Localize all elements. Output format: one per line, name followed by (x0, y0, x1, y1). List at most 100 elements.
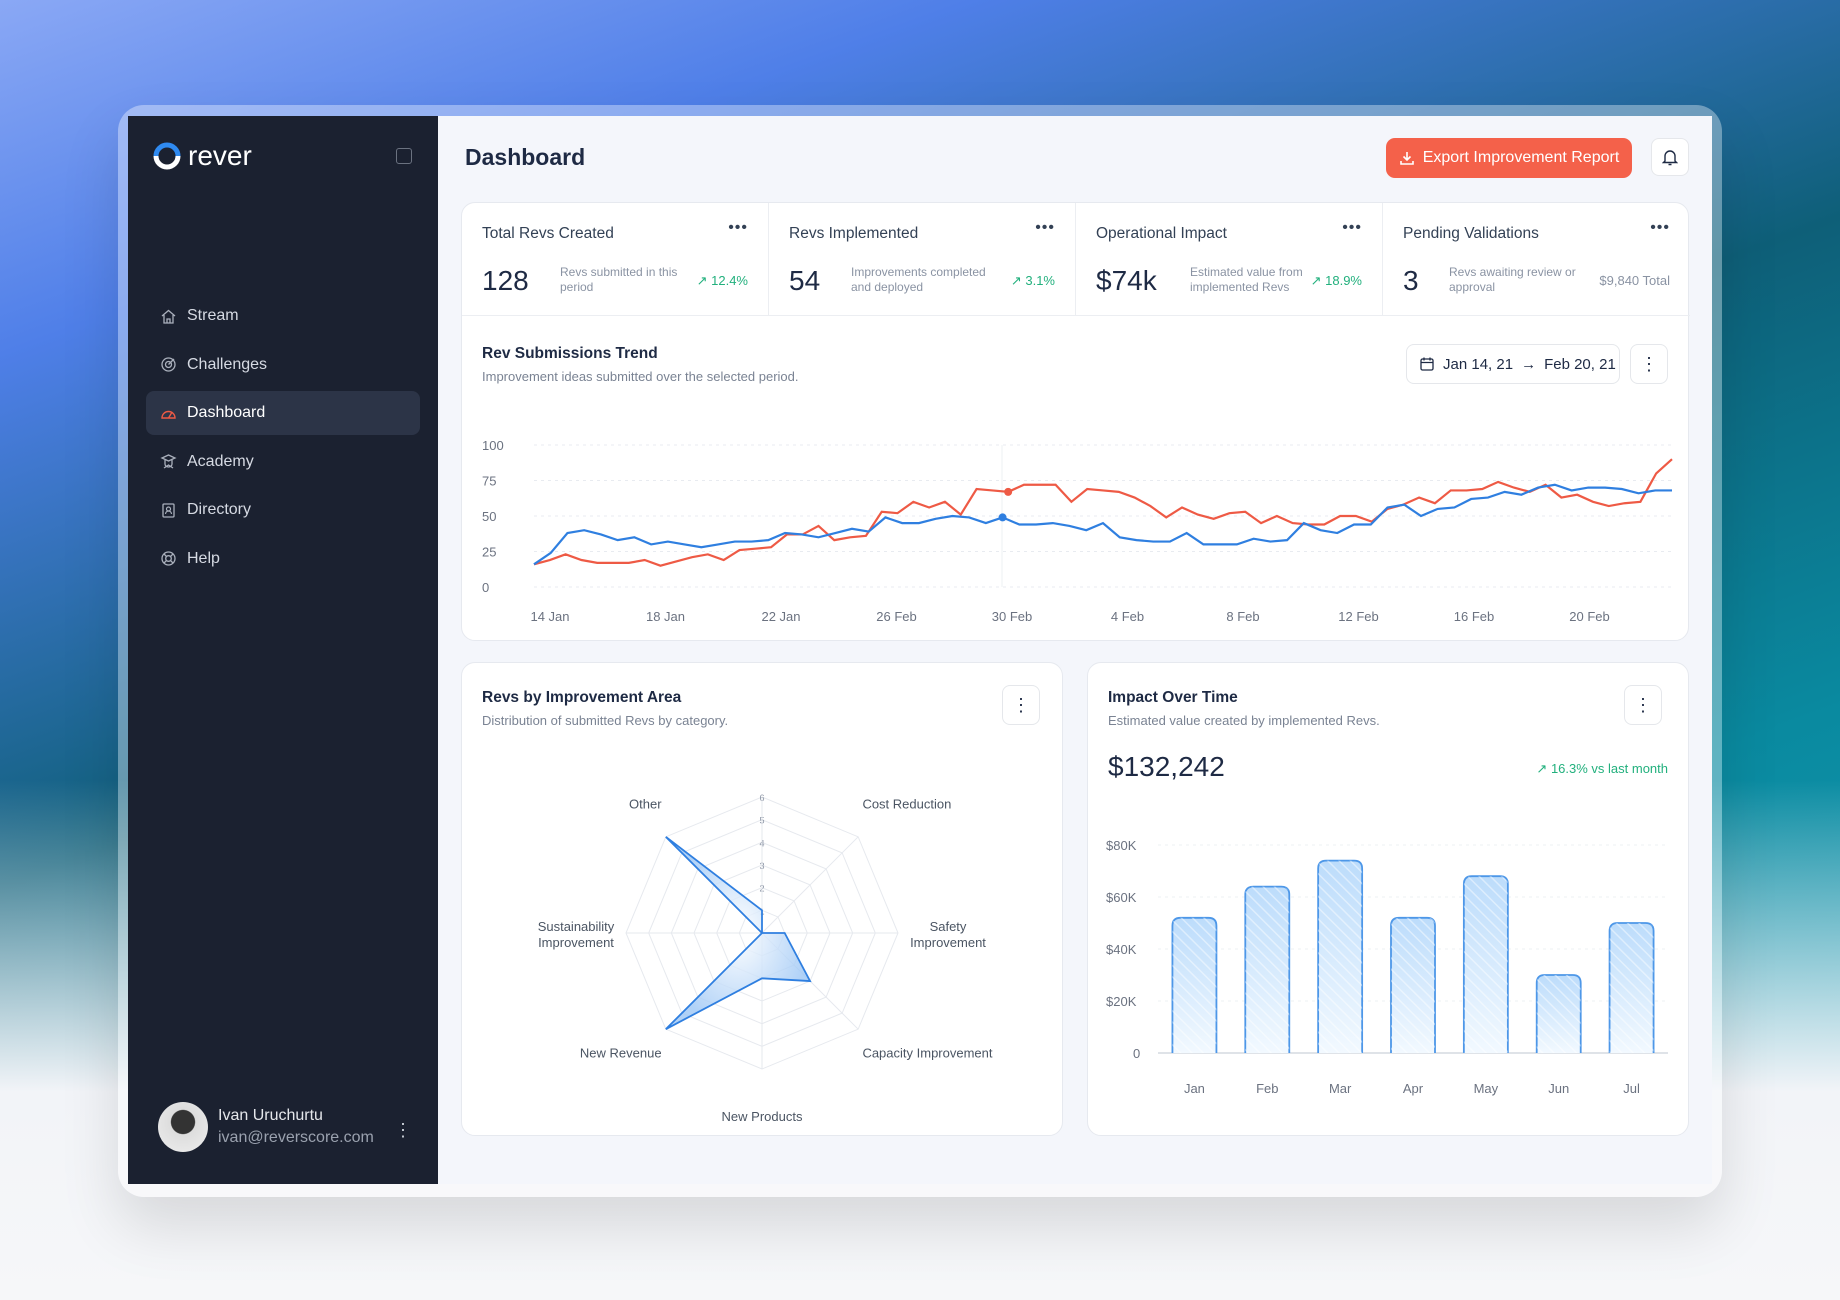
export-report-button[interactable]: Export Improvement Report (1386, 138, 1632, 178)
line-chart: 0 25 50 75 100 14 Jan 18 Jan 22 Jan 26 Feb 30 Feb… (482, 438, 1673, 624)
x-tick-label: Jul (1623, 1081, 1640, 1096)
bar-hatch (1463, 876, 1508, 1053)
bar-hatch (1609, 923, 1654, 1053)
user-profile[interactable]: Ivan Uruchurtu ivan@reverscore.com (158, 1102, 374, 1152)
kpi-and-trend-card: Total Revs Created ••• 128 Revs submitte… (461, 202, 1690, 641)
y-tick-label: 0 (482, 580, 489, 595)
x-tick-label: 4 Feb (1111, 609, 1144, 624)
y-tick-label: $60K (1106, 890, 1137, 905)
radar-category-label: Other (629, 797, 662, 812)
x-tick-label: 14 Jan (530, 609, 569, 624)
kpi-description: Revs submitted in this period (560, 265, 678, 294)
kpi-change: ↗ 18.9% (1310, 273, 1362, 288)
sidebar-item-stream[interactable]: Stream (146, 294, 420, 338)
radar-category-label: Capacity Improvement (862, 1045, 992, 1060)
kpi-more-icon[interactable]: ••• (1650, 219, 1670, 236)
y-tick-label: 50 (482, 509, 496, 524)
home-icon (161, 309, 176, 324)
sidebar-nav: Stream Challenges Dashboard Academy Director… (146, 294, 420, 585)
radar-title: Revs by Improvement Area (482, 689, 682, 706)
radar-category-label: Cost Reduction (862, 797, 951, 812)
notifications-button[interactable] (1651, 138, 1689, 176)
kpi-description: Improvements completed and deployed (851, 265, 986, 294)
radar-category-label: New Products (722, 1109, 803, 1124)
kpi-title: Revs Implemented (789, 225, 919, 242)
page-title: Dashboard (465, 144, 586, 170)
kpi-card: Pending Validations ••• 3 Revs awaiting … (1383, 203, 1690, 316)
sidebar-item-label: Academy (187, 452, 254, 470)
trend-title: Rev Submissions Trend (482, 345, 658, 362)
kpi-value: 128 (482, 265, 529, 296)
sidebar-item-label: Directory (187, 501, 252, 518)
collapse-sidebar-icon[interactable] (396, 148, 412, 164)
x-tick-label: Mar (1329, 1081, 1352, 1096)
kpi-card: Operational Impact ••• $74k Estimated va… (1076, 203, 1383, 316)
gauge-icon (161, 410, 176, 419)
sidebar-item-dashboard[interactable]: Dashboard (146, 391, 420, 435)
kpi-title: Operational Impact (1096, 225, 1227, 242)
bar-hatch (1391, 917, 1435, 1053)
kpi-change: ↗ 3.1% (1010, 273, 1055, 288)
bar-hatch (1536, 975, 1581, 1053)
x-tick-label: May (1474, 1081, 1499, 1096)
logo-icon (153, 142, 181, 170)
hover-point[interactable] (998, 513, 1007, 522)
sidebar-item-label: Dashboard (187, 404, 266, 421)
target-icon (161, 357, 176, 372)
trend-more-button[interactable]: ⋮ (1630, 344, 1668, 384)
y-tick-label: $20K (1106, 994, 1137, 1009)
radar-chart: 123456Quality ImprovementCost ReductionS… (538, 793, 993, 1124)
app-window: rever Stream Challenges Dashboard Academy Di… (128, 116, 1712, 1184)
kpi-value: 3 (1403, 265, 1419, 296)
bar-hatch (1172, 917, 1217, 1053)
x-tick-label: 30 Feb (992, 609, 1032, 624)
y-tick-label: $40K (1106, 942, 1137, 957)
impact-change-text: 16.3% vs last month (1550, 761, 1668, 776)
radar-category-label: Sustainability Improvement (538, 919, 615, 950)
logo[interactable]: rever (152, 140, 252, 172)
date-range-picker[interactable]: Jan 14, 21 → Feb 20, 21 (1406, 344, 1620, 384)
hover-point[interactable] (1004, 487, 1013, 496)
series-line-1 (533, 483, 1672, 566)
avatar (158, 1102, 208, 1152)
kpi-title: Total Revs Created (482, 225, 614, 242)
x-tick-label: 12 Feb (1338, 609, 1378, 624)
kpi-change-value: 3.1% (1025, 273, 1055, 288)
date-from: Jan 14, 21 (1443, 355, 1514, 373)
kpi-value: 54 (789, 265, 821, 296)
kpi-more-icon[interactable]: ••• (1035, 219, 1055, 236)
kpi-change-value: 12.4% (711, 273, 748, 288)
x-tick-label: 20 Feb (1569, 609, 1609, 624)
x-tick-label: Jan (1184, 1081, 1205, 1096)
bar-hatch (1318, 860, 1363, 1053)
sidebar-item-directory[interactable]: Directory (146, 488, 420, 532)
kpi-change: ↗ 12.4% (696, 273, 748, 288)
user-menu-icon[interactable]: ⋮ (394, 1120, 412, 1140)
radar-subtitle: Distribution of submitted Revs by catego… (482, 713, 729, 728)
kpi-title: Pending Validations (1403, 225, 1539, 242)
brand-name: rever (188, 140, 252, 171)
user-email: ivan@reverscore.com (218, 1129, 374, 1146)
impact-subtitle: Estimated value created by implemented R… (1108, 713, 1380, 728)
y-tick-label: 25 (482, 545, 496, 560)
y-tick-label: 100 (482, 438, 504, 453)
x-tick-label: 8 Feb (1226, 609, 1259, 624)
contacts-icon (162, 502, 175, 518)
y-tick-label: 0 (1133, 1046, 1140, 1061)
kpi-more-icon[interactable]: ••• (728, 219, 748, 236)
impact-more-button[interactable]: ⋮ (1624, 685, 1662, 725)
date-to: Feb 20, 21 (1544, 355, 1616, 373)
sidebar-item-academy[interactable]: Academy (146, 440, 420, 484)
graduate-icon (160, 454, 177, 469)
download-icon (1399, 152, 1414, 165)
sidebar-item-challenges[interactable]: Challenges (146, 343, 420, 387)
x-tick-label: 26 Feb (876, 609, 916, 624)
sidebar: rever Stream Challenges Dashboard Academy Di… (128, 116, 438, 1184)
kpi-more-icon[interactable]: ••• (1342, 219, 1362, 236)
bar-hatch (1245, 886, 1290, 1053)
impact-card: Impact Over Time Estimated value created… (1087, 662, 1689, 1136)
radar-more-button[interactable]: ⋮ (1002, 685, 1040, 725)
radar-card: Revs by Improvement Area Distribution of… (461, 662, 1063, 1136)
impact-change: ↗ 16.3% vs last month (1536, 761, 1668, 776)
sidebar-item-help[interactable]: Help (146, 537, 420, 581)
